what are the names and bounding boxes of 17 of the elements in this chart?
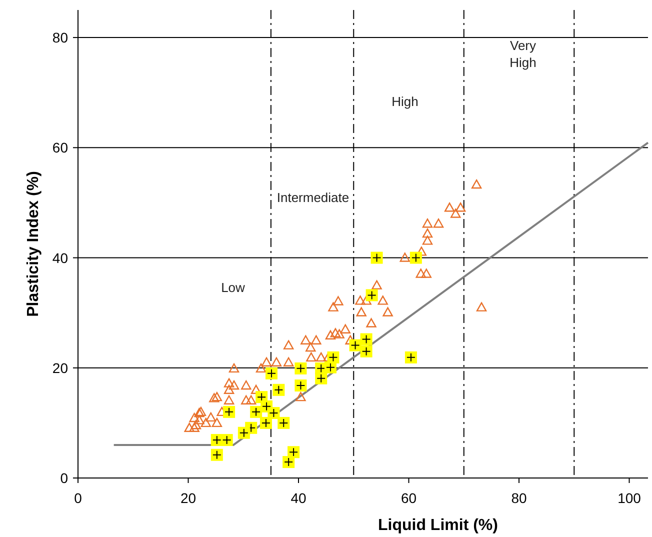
- annotation: High: [392, 94, 418, 109]
- x-tick-label: 40: [290, 490, 306, 506]
- y-tick-label: 40: [52, 250, 68, 266]
- y-tick-label: 60: [52, 140, 68, 156]
- y-tick-label: 20: [52, 360, 68, 376]
- y-tick-label: 80: [52, 30, 68, 46]
- x-tick-label: 80: [511, 490, 528, 506]
- x-tick-label: 100: [618, 490, 642, 506]
- y-axis-title: Plasticity Index (%): [25, 171, 42, 317]
- x-tick-label: 20: [180, 490, 196, 506]
- x-tick-label: 60: [400, 490, 417, 506]
- x-tick-label: 0: [74, 490, 82, 506]
- annotation: Very High: [510, 38, 537, 70]
- annotation: Low: [221, 280, 246, 295]
- annotation: Intermediate: [276, 190, 350, 205]
- y-tick-label: 0: [60, 470, 68, 486]
- x-axis-title: Liquid Limit (%): [378, 517, 498, 534]
